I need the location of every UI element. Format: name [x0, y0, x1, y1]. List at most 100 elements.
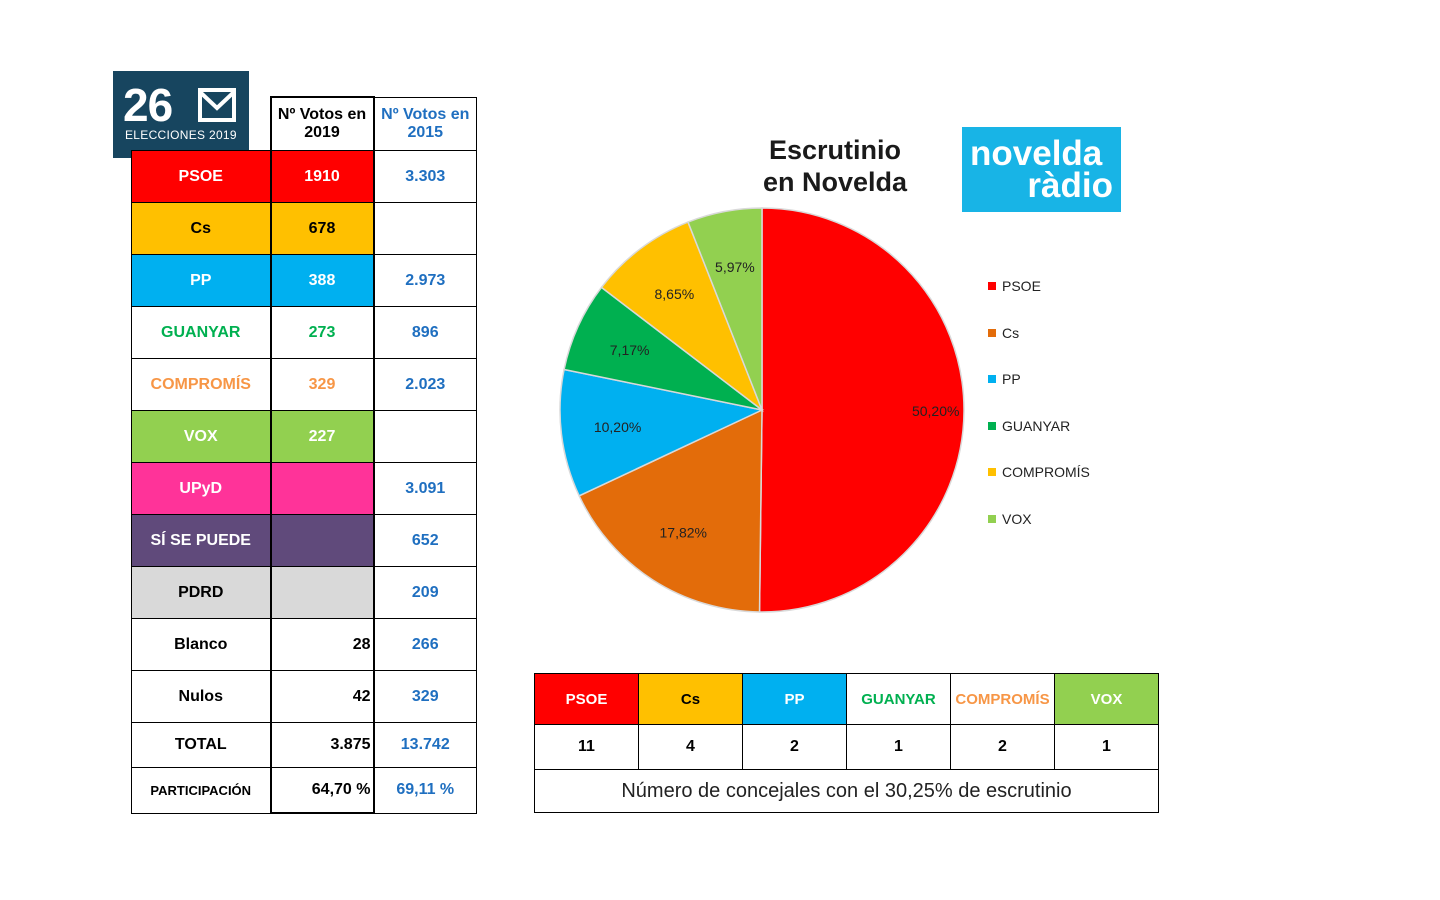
- pie-data-label: 7,17%: [610, 342, 650, 358]
- legend-label: Cs: [1002, 324, 1020, 341]
- seats-note-row: Número de concejales con el 30,25% de es…: [534, 769, 1159, 813]
- votes-2015-cell: 2.023: [373, 358, 477, 411]
- pie-data-label: 8,65%: [655, 286, 695, 302]
- votes-2015-cell: 266: [373, 618, 477, 671]
- chart-title-line1: Escrutinio: [768, 135, 902, 165]
- votes-2019-cell: 227: [269, 410, 375, 463]
- logo-number: 26: [123, 79, 173, 131]
- seats-party-cell: COMPROMÍS: [950, 673, 1055, 725]
- votes-row: Blanco 28 266: [131, 618, 477, 671]
- party-name-cell: SÍ SE PUEDE: [131, 514, 271, 567]
- legend-label: COMPROMÍS: [1002, 464, 1090, 480]
- seats-party-cell: VOX: [1054, 673, 1159, 725]
- legend-item: VOX: [988, 511, 1032, 527]
- votes-2015-cell: 896: [373, 306, 477, 359]
- party-name-cell: PSOE: [131, 150, 271, 203]
- legend-swatch: [988, 514, 996, 523]
- votes-row: SÍ SE PUEDE 652: [131, 514, 477, 567]
- votes-2015-cell: 3.303: [373, 150, 477, 203]
- header-votes-2019: Nº Votos en 2019: [269, 96, 375, 151]
- legend-label: PP: [1002, 371, 1021, 387]
- votes-2015-cell: 69,11 %: [373, 767, 477, 814]
- legend-item: PP: [988, 371, 1021, 387]
- seats-party-cell: PSOE: [534, 673, 639, 725]
- pie-slice-vox: [687, 207, 763, 411]
- legend-swatch: [988, 375, 996, 384]
- pie-data-label: 5,97%: [715, 259, 755, 275]
- seats-table: PSOE Cs PP GUANYAR COMPROMÍS VOX 11 4 2 1 2 1 Número…: [534, 673, 1159, 813]
- party-name-cell: TOTAL: [131, 722, 271, 768]
- seats-party-row: PSOE Cs PP GUANYAR COMPROMÍS VOX: [534, 673, 1159, 725]
- pie-data-label: 50,20%: [912, 403, 959, 419]
- votes-2015-cell: [373, 202, 477, 255]
- party-name-cell: PDRD: [131, 566, 271, 619]
- pie-data-label: 17,82%: [660, 524, 707, 540]
- header-votes-2015: Nº Votos en 2015: [373, 96, 477, 151]
- chart-title-line2: en Novelda: [762, 167, 908, 197]
- pie-slice-cs: [578, 408, 763, 613]
- pie-slice-comproms: [600, 221, 764, 413]
- party-name-cell: Cs: [131, 202, 271, 255]
- elecciones-2019-logo: 26 ELECCIONES 2019: [113, 71, 249, 158]
- votes-2019-cell: 1910: [269, 150, 375, 203]
- votes-2015-cell: 652: [373, 514, 477, 567]
- party-name-cell: COMPROMÍS: [131, 358, 271, 411]
- votes-row: PDRD 209: [131, 566, 477, 619]
- legend-swatch: [988, 421, 996, 430]
- seats-count-cell: 2: [950, 724, 1055, 770]
- seats-count-cell: 4: [638, 724, 743, 770]
- radio-logo-line2: ràdio: [1027, 166, 1113, 205]
- votes-2015-cell: 329: [373, 670, 477, 723]
- votes-row: GUANYAR 273 896: [131, 306, 477, 359]
- party-name-cell: PARTICIPACIÓN: [131, 767, 271, 814]
- votes-table-header: Nº Votos en 2019 Nº Votos en 2015: [132, 96, 477, 151]
- votes-row: Nulos 42 329: [131, 670, 477, 723]
- votes-row: PP 388 2.973: [131, 254, 477, 307]
- radio-logo-line1: novelda: [970, 134, 1103, 173]
- votes-2019-cell: [269, 462, 375, 515]
- votes-row: Cs 678: [131, 202, 477, 255]
- votes-2015-cell: 3.091: [373, 462, 477, 515]
- votes-2015-cell: 2.973: [373, 254, 477, 307]
- seats-count-row: 11 4 2 1 2 1: [534, 724, 1159, 770]
- legend-swatch: [988, 282, 996, 291]
- votes-row: VOX 227: [131, 410, 477, 463]
- votes-2019-cell: 42: [269, 670, 375, 723]
- votes-2015-cell: 209: [373, 566, 477, 619]
- seats-count-cell: 1: [1054, 724, 1159, 770]
- logo-subtitle: ELECCIONES 2019: [125, 128, 237, 142]
- legend-swatch: [988, 468, 996, 477]
- chart-title: Escrutinio en Novelda: [730, 134, 940, 198]
- votes-2019-cell: 28: [269, 618, 375, 671]
- seats-count-cell: 11: [534, 724, 639, 770]
- pie-data-label: 10,20%: [594, 419, 641, 435]
- votes-2019-cell: 64,70 %: [269, 767, 375, 814]
- party-name-cell: VOX: [131, 410, 271, 463]
- votes-2015-cell: 13.742: [373, 722, 477, 768]
- legend-item: COMPROMÍS: [988, 464, 1090, 480]
- party-name-cell: GUANYAR: [131, 306, 271, 359]
- novelda-radio-logo: novelda ràdio: [962, 127, 1121, 212]
- votes-table: Nº Votos en 2019 Nº Votos en 2015 PSOE 19…: [131, 96, 477, 814]
- votes-row: PARTICIPACIÓN 64,70 % 69,11 %: [131, 767, 477, 814]
- legend-label: VOX: [1002, 510, 1032, 527]
- header-blank: [132, 97, 271, 151]
- pie-slice-pp: [559, 368, 765, 497]
- legend-item: PSOE: [988, 278, 1041, 294]
- party-name-cell: PP: [131, 254, 271, 307]
- party-name-cell: UPyD: [131, 462, 271, 515]
- pie-chart: 50,20% 17,82% 10,20% 7,17% 8,65% 5,97%: [559, 207, 965, 613]
- seats-party-cell: PP: [742, 673, 847, 725]
- votes-2019-cell: [269, 566, 375, 619]
- legend-item: GUANYAR: [988, 418, 1070, 434]
- seats-count-cell: 1: [846, 724, 951, 770]
- legend-label: GUANYAR: [1002, 417, 1071, 434]
- votes-2019-cell: [269, 514, 375, 567]
- votes-row: TOTAL 3.875 13.742: [131, 722, 477, 768]
- votes-row: UPyD 3.091: [131, 462, 477, 515]
- party-name-cell: Nulos: [131, 670, 271, 723]
- votes-2019-cell: 678: [269, 202, 375, 255]
- pie-slice-psoe: [758, 207, 965, 613]
- seats-note: Número de concejales con el 30,25% de es…: [534, 769, 1159, 813]
- seats-count-cell: 2: [742, 724, 847, 770]
